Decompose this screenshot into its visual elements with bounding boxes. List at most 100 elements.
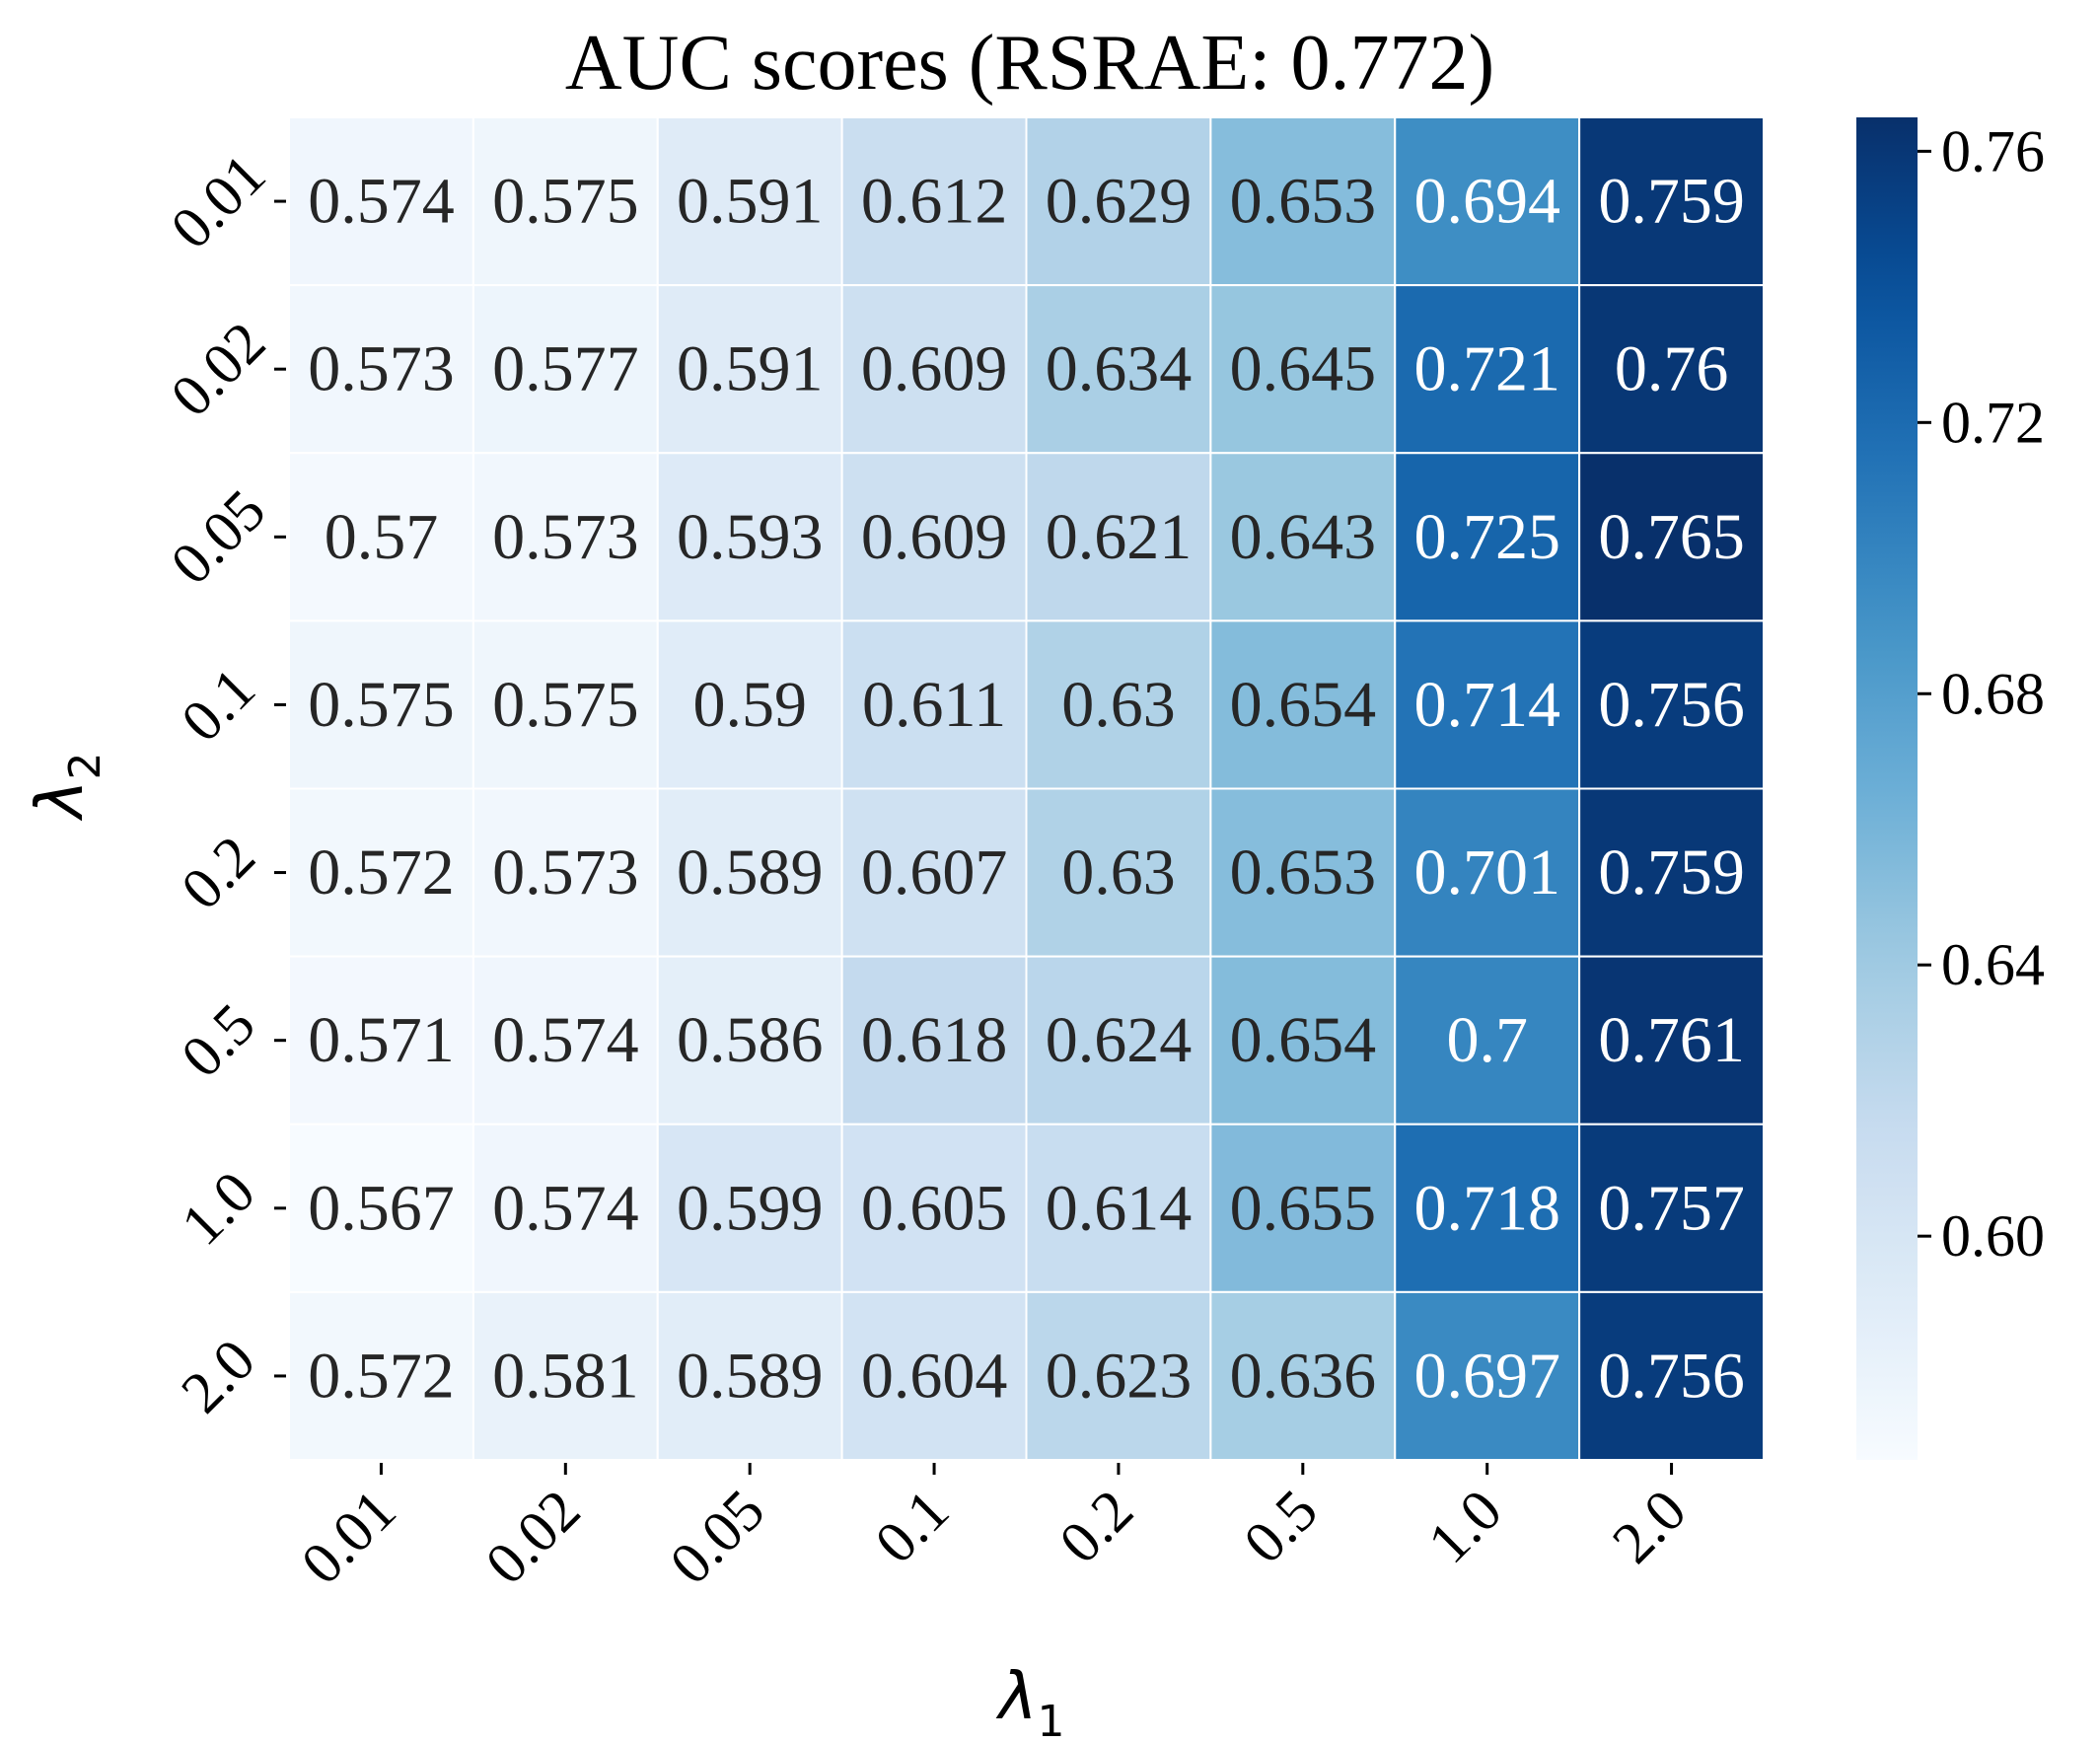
heatmap-cell [471,955,659,1126]
cell-value-label: 0.575 [492,166,639,238]
x-tick-label: 0.02 [473,1478,593,1597]
heatmap-cell [656,955,843,1126]
cell-value-label: 0.7 [1446,1004,1528,1076]
heatmap-cell [1209,284,1397,455]
cell-value-label: 0.63 [1061,669,1176,741]
cell-value-label: 0.63 [1061,836,1176,908]
cell-value-label: 0.621 [1046,501,1193,573]
heatmap-cell [1209,116,1397,287]
x-tick-label: 0.2 [1047,1478,1145,1576]
heatmap-cell [656,787,843,958]
colorbar-tick-label: 0.64 [1941,932,2045,997]
cell-value-label: 0.654 [1230,669,1377,741]
cell-value-label: 0.593 [677,501,824,573]
heatmap-cell [1025,787,1212,958]
heatmap-cell [1578,116,1765,287]
heatmap-cell [1394,1123,1581,1293]
heatmap-cell [1578,452,1765,622]
x-tick-label: 1.0 [1415,1478,1514,1576]
cell-value-label: 0.57 [325,501,439,573]
cell-value-label: 0.572 [308,836,455,908]
heatmap-cell [840,452,1028,622]
cell-value-label: 0.653 [1230,166,1377,238]
cell-value-label: 0.609 [861,333,1008,405]
cell-value-label: 0.573 [308,333,455,405]
cell-value-label: 0.614 [1046,1172,1193,1244]
cell-value-label: 0.567 [308,1172,455,1244]
cell-value-label: 0.572 [308,1340,455,1412]
cell-value-label: 0.612 [861,166,1008,238]
heatmap-cell [656,1123,843,1293]
x-axis-label: λ1 [995,1658,1064,1743]
cell-value-label: 0.636 [1230,1340,1377,1412]
y-tick-label: 0.5 [169,991,267,1090]
heatmap-cell [840,1290,1028,1461]
colorbar-tick-label: 0.60 [1941,1203,2045,1269]
cell-value-label: 0.607 [861,836,1008,908]
heatmap-cell [840,619,1028,790]
heatmap-cell [471,1123,659,1293]
cell-value-label: 0.697 [1413,1340,1560,1412]
cell-value-label: 0.59 [692,669,807,741]
cell-value-label: 0.654 [1230,1004,1377,1076]
heatmap-cell [1025,619,1212,790]
heatmap-cell [288,619,474,790]
heatmap-cell [288,1123,474,1293]
heatmap-cell [1394,787,1581,958]
cell-value-label: 0.76 [1615,333,1729,405]
y-axis-label: λ2 [22,752,110,821]
heatmap-cell [1578,955,1765,1126]
colorbar-tick-label: 0.72 [1941,390,2045,455]
heatmap-cell [1025,452,1212,622]
cell-value-label: 0.589 [677,1340,824,1412]
heatmap-cell [1209,955,1397,1126]
cell-value-label: 0.765 [1598,501,1745,573]
heatmap-cell [1209,1123,1397,1293]
cell-value-label: 0.623 [1046,1340,1193,1412]
y-tick-label: 0.02 [159,310,278,429]
colorbar [1856,117,1918,1460]
chart-title: AUC scores (RSRAE: 0.772) [565,20,1494,107]
cell-value-label: 0.618 [861,1004,1008,1076]
heatmap-cell [1025,955,1212,1126]
heatmap-cell [1394,284,1581,455]
heatmap-cell [1578,1290,1765,1461]
heatmap-cell [1394,452,1581,622]
cell-value-label: 0.575 [492,669,639,741]
cell-value-label: 0.574 [492,1004,639,1076]
cell-value-label: 0.759 [1598,836,1745,908]
heatmap-cell [1578,1123,1765,1293]
cell-value-label: 0.577 [492,333,639,405]
y-axis-label-subscript: 2 [60,752,110,779]
cell-value-label: 0.756 [1598,669,1745,741]
cell-value-label: 0.629 [1046,166,1193,238]
heatmap-cell [1394,955,1581,1126]
cell-value-label: 0.591 [677,166,824,238]
x-tick-label: 2.0 [1600,1478,1699,1576]
cell-value-label: 0.655 [1230,1172,1377,1244]
cell-value-label: 0.653 [1230,836,1377,908]
cell-value-label: 0.721 [1413,333,1560,405]
x-tick-label: 0.5 [1231,1478,1330,1576]
cell-value-label: 0.624 [1046,1004,1193,1076]
cell-value-label: 0.589 [677,836,824,908]
heatmap-cell [288,452,474,622]
cell-value-label: 0.645 [1230,333,1377,405]
heatmap-cell [840,116,1028,287]
cell-value-label: 0.591 [677,333,824,405]
heatmap-cell [840,787,1028,958]
cell-value-label: 0.604 [861,1340,1008,1412]
cell-value-label: 0.694 [1413,166,1560,238]
heatmap-cell [471,284,659,455]
cell-value-label: 0.643 [1230,501,1377,573]
cell-value-label: 0.757 [1598,1172,1745,1244]
cell-value-label: 0.574 [308,166,455,238]
colorbar-ticks: 0.60 0.64 0.68 0.72 0.76 [1918,118,2045,1269]
cell-value-label: 0.575 [308,669,455,741]
x-tick-label: 0.1 [863,1478,962,1576]
cell-value-label: 0.573 [492,501,639,573]
heatmap-cell [656,452,843,622]
cell-value-label: 0.611 [862,669,1006,741]
colorbar-tick-label: 0.76 [1941,118,2045,183]
cell-value-label: 0.759 [1598,166,1745,238]
